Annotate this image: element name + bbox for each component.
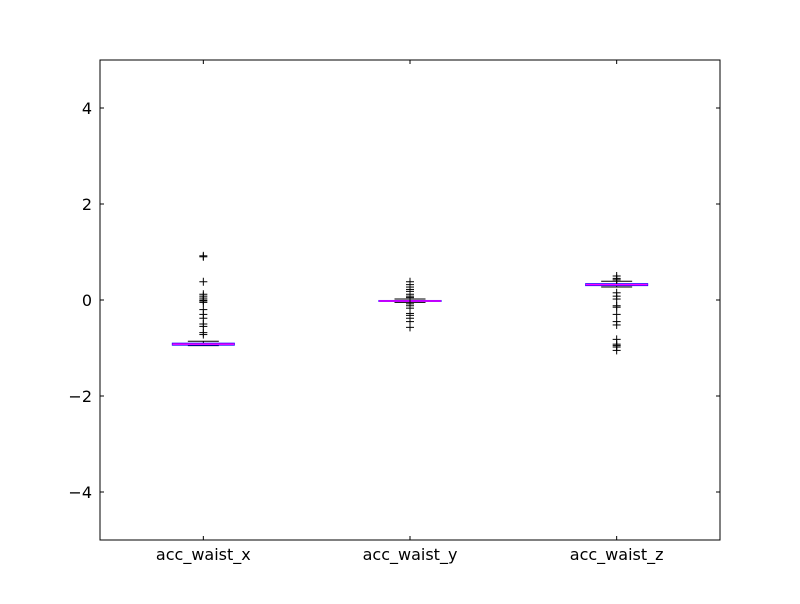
box-acc_waist_z bbox=[585, 272, 649, 355]
x-tick-label: acc_waist_z bbox=[570, 545, 664, 565]
box-group bbox=[171, 251, 649, 355]
y-tick-label: −2 bbox=[68, 387, 92, 406]
y-tick-label: 4 bbox=[82, 99, 92, 118]
x-tick-label: acc_waist_y bbox=[363, 545, 458, 565]
y-tick-label: 2 bbox=[82, 195, 92, 214]
box-acc_waist_x bbox=[171, 251, 235, 347]
y-tick-label: 0 bbox=[82, 291, 92, 310]
box-acc_waist_y bbox=[378, 277, 442, 332]
x-tick-label: acc_waist_x bbox=[156, 545, 251, 565]
tick-group bbox=[100, 60, 720, 540]
plot-area-frame bbox=[99, 59, 721, 541]
y-tick-label: −4 bbox=[68, 483, 92, 502]
tick-label-group: −4 −2 0 2 4 acc_waist_x acc_waist_y acc_waist_z bbox=[68, 99, 663, 565]
